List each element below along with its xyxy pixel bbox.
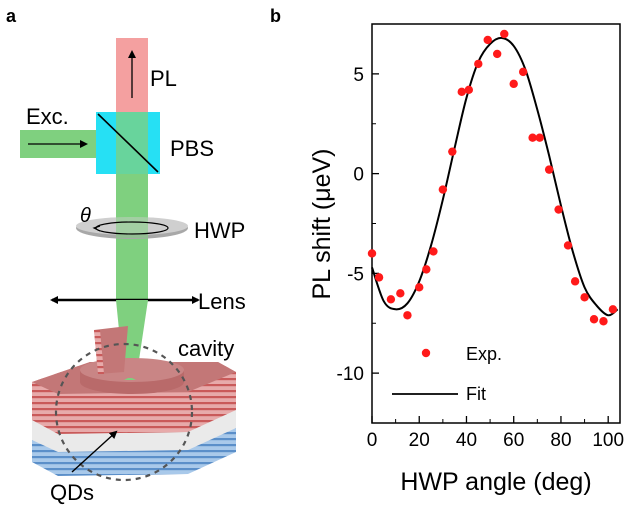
pbs-beam-overlap [116, 112, 148, 174]
x-tick-label: 20 [409, 430, 430, 451]
exp-point [563, 241, 573, 250]
exp-point [396, 289, 405, 298]
y-axis-title: PL shift (μeV) [308, 148, 336, 299]
exp-point [464, 85, 474, 95]
legend-fit-label: Fit [466, 384, 486, 404]
cavity-label: cavity [178, 336, 234, 361]
legend-exp-label: Exp. [466, 344, 502, 364]
points-layer [367, 29, 618, 326]
exp-point [429, 247, 438, 256]
exp-point [386, 295, 396, 304]
panel-b-chart: b 0 20 40 60 80 100 -10 -5 0 5 HWP angle (deg) P… [270, 6, 624, 496]
panel-a-schematic: a PL Exc. PBS θ HWP Lens [6, 6, 246, 505]
exp-point [438, 185, 448, 194]
pl-label: PL [150, 66, 177, 91]
exp-point [374, 273, 384, 282]
x-axis-title: HWP angle (deg) [400, 468, 591, 496]
y-tick-label: -10 [337, 364, 364, 385]
hwp-rotation-loop [95, 221, 169, 235]
x-tick-label: 100 [592, 430, 624, 451]
x-tick-label: 0 [367, 430, 378, 451]
legend-exp-marker [421, 348, 431, 358]
y-tick-label: -5 [347, 264, 364, 285]
exp-point [544, 165, 554, 174]
exp-point [599, 317, 608, 326]
hwp-rotation-arrow [92, 225, 101, 232]
panel-b-letter: b [270, 6, 281, 26]
qds-label: QDs [50, 480, 94, 505]
exp-point [580, 293, 589, 302]
y-tick-label: 0 [353, 165, 364, 186]
exp-point [367, 249, 377, 258]
exp-point [570, 277, 580, 286]
exp-point [528, 133, 537, 142]
cavity-waveguide-side [94, 330, 104, 374]
pbs-label: PBS [170, 136, 214, 161]
x-tick-label: 60 [503, 430, 524, 451]
lens-label: Lens [198, 289, 246, 314]
hwp-label: HWP [194, 218, 245, 243]
theta-label: θ [80, 205, 91, 227]
exp-point [448, 147, 457, 156]
exp-point [457, 87, 466, 97]
exp-point [589, 315, 599, 324]
legend: Exp. Fit [392, 344, 502, 404]
panel-a-letter: a [6, 6, 17, 26]
exp-point [608, 305, 618, 314]
focus-spot [124, 378, 136, 380]
x-tick-label: 80 [550, 430, 571, 451]
exp-point [422, 265, 431, 274]
exp-point [535, 133, 544, 142]
exp-point [509, 79, 518, 89]
fit-curve [371, 36, 619, 317]
y-ticks: -10 -5 0 5 [337, 23, 379, 424]
fit-layer [371, 36, 619, 317]
qds-arrow [71, 430, 118, 473]
pbs-diagonal [97, 113, 159, 173]
exc-label: Exc. [26, 104, 69, 129]
x-tick-label: 40 [456, 430, 477, 451]
exp-point [483, 35, 492, 45]
x-ticks: 0 20 40 60 80 100 [367, 416, 624, 451]
dashed-circle [54, 342, 194, 482]
exp-point [403, 311, 412, 320]
exp-point [518, 67, 528, 77]
exp-point [415, 283, 424, 292]
y-tick-label: 5 [353, 65, 364, 86]
exp-point [500, 29, 509, 39]
exp-point [554, 205, 563, 214]
exp-point [492, 49, 502, 59]
exp-point [474, 59, 483, 69]
